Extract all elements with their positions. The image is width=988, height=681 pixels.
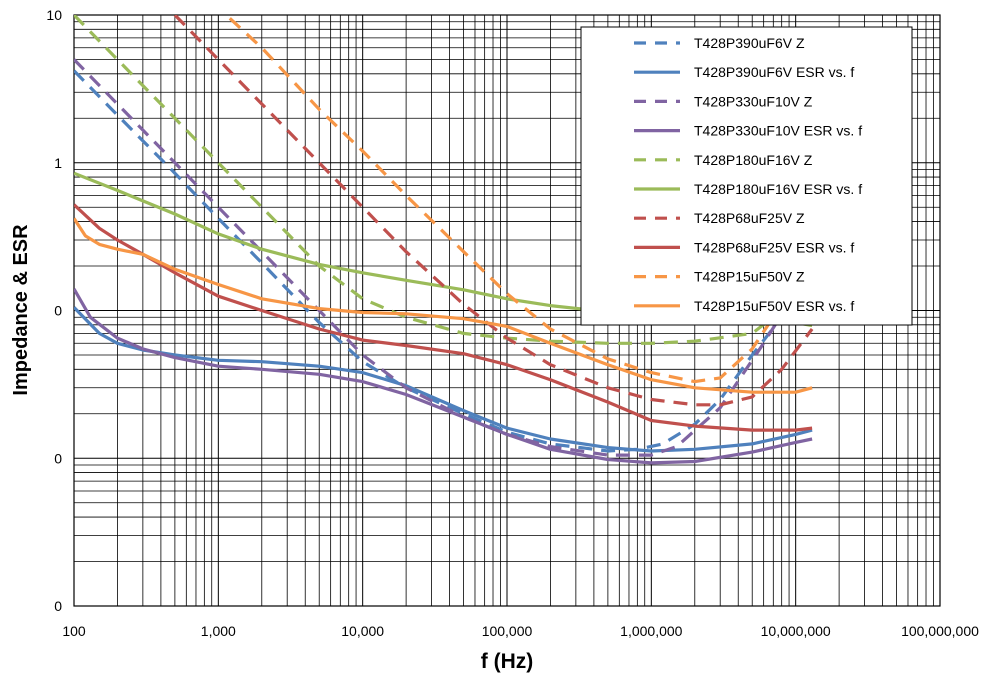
legend-label: T428P180uF16V ESR vs. f xyxy=(694,181,862,197)
legend-label: T428P330uF10V Z xyxy=(694,93,813,109)
legend-label: T428P330uF10V ESR vs. f xyxy=(694,123,862,139)
legend-label: T428P68uF25V Z xyxy=(694,210,805,226)
y-tick-label: 0 xyxy=(54,598,62,614)
y-axis-label: Impedance & ESR xyxy=(10,224,32,396)
legend-label: T428P390uF6V Z xyxy=(694,35,805,51)
legend-label: T428P180uF16V Z xyxy=(694,152,813,168)
series-line-4 xyxy=(74,288,813,465)
x-tick-label: 100 xyxy=(62,623,86,639)
tick-labels: 100 1,000 10,000 100,000 1,000,000 10,000,000… xyxy=(46,7,979,639)
legend-label: T428P390uF6V ESR vs. f xyxy=(694,64,854,80)
series-line-9 xyxy=(228,17,814,384)
x-tick-label: 1,000 xyxy=(201,623,236,639)
series-line-7 xyxy=(173,15,814,407)
legend-label: T428P68uF25V ESR vs. f xyxy=(694,239,854,255)
series-line-5 xyxy=(74,15,814,345)
y-tick-label: 0 xyxy=(54,303,62,319)
grid xyxy=(73,15,940,607)
plot-area-border xyxy=(73,14,941,607)
legend-label: T428P15uF50V ESR vs. f xyxy=(694,298,854,314)
x-tick-label: 100,000 xyxy=(482,623,533,639)
legend-label: T428P15uF50V Z xyxy=(694,269,805,285)
y-tick-label: 10 xyxy=(46,7,62,23)
x-tick-label: 10,000 xyxy=(341,623,384,639)
y-tick-label: 1 xyxy=(54,155,62,171)
x-tick-label: 1,000,000 xyxy=(620,623,682,639)
x-tick-label: 100,000,000 xyxy=(901,623,979,639)
x-axis-label: f (Hz) xyxy=(481,650,533,673)
y-tick-label: 0 xyxy=(54,450,62,466)
x-tick-label: 10,000,000 xyxy=(761,623,831,639)
series-line-10 xyxy=(74,217,813,394)
legend: T428P390uF6V Z T428P390uF6V ESR vs. f T428… xyxy=(580,26,913,326)
